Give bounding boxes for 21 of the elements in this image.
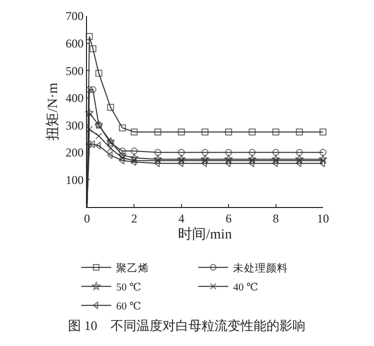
y-tick-label: 400 [66, 91, 84, 106]
x-tick-label: 4 [178, 211, 184, 226]
y-tick-label: 600 [66, 36, 84, 50]
y-tick-label: 300 [66, 118, 84, 132]
y-tick-label: 100 [66, 172, 84, 187]
legend-label: 40 ℃ [233, 282, 258, 294]
legend-label: 60 ℃ [116, 301, 142, 312]
y-tick-label: 700 [66, 9, 84, 24]
x-tick-label: 10 [317, 211, 329, 226]
y-tick-label: 200 [66, 146, 84, 160]
x-tick-label: 6 [226, 211, 232, 226]
x-tick-label: 2 [131, 211, 138, 226]
x-axis-title: 时间/min [178, 226, 232, 243]
y-axis-title: 扭矩/N·m [45, 82, 62, 140]
legend-label: 未处理颜料 [233, 261, 288, 274]
x-tick-label: 8 [272, 211, 279, 226]
caption: 图 10 不同温度对白母粒流变性能的影响 [68, 318, 306, 333]
x-tick-label: 0 [84, 211, 90, 226]
legend-label: 聚乙烯 [116, 261, 150, 274]
y-tick-label: 500 [66, 64, 84, 78]
legend-label: 50 ℃ [116, 282, 142, 294]
